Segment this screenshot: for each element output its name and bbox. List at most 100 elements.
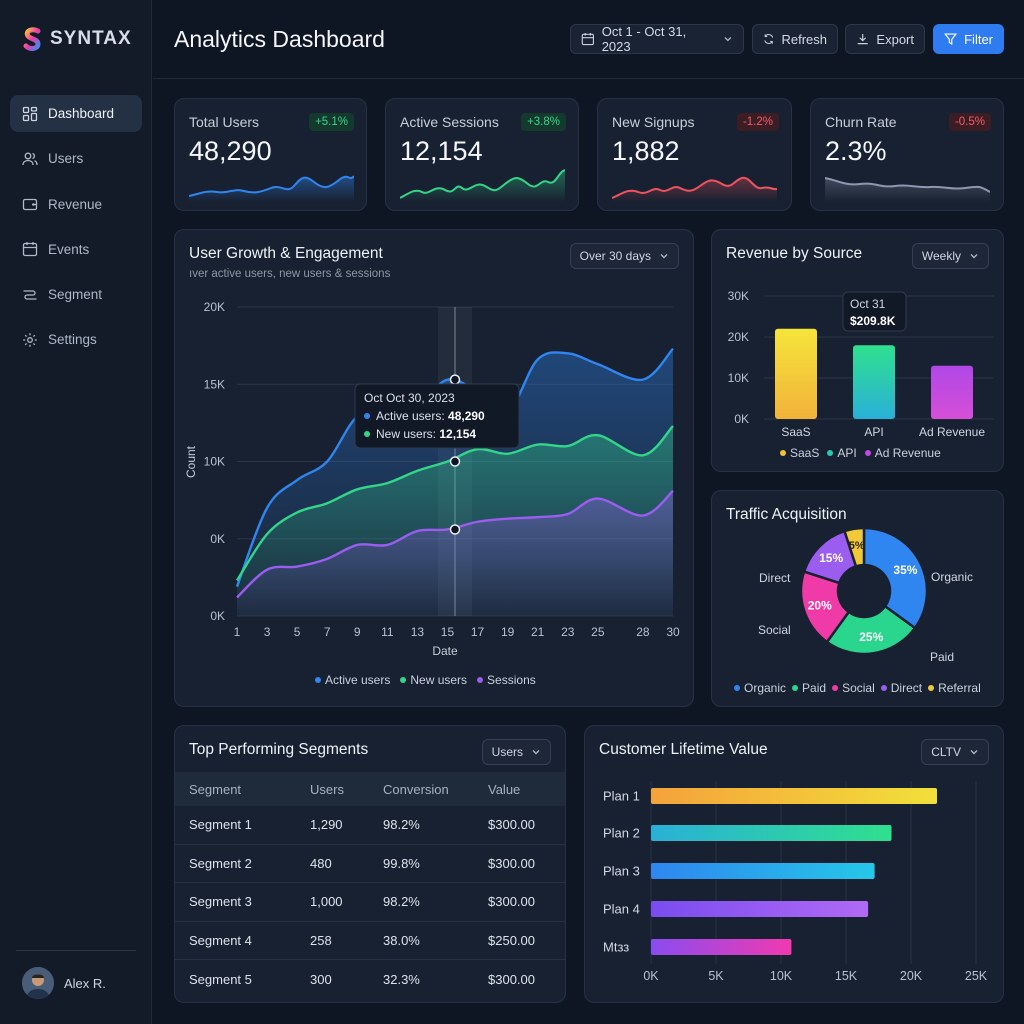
x-tick-label: 13 [411, 625, 425, 639]
export-button[interactable]: Export [845, 24, 925, 54]
revenue-period-dropdown[interactable]: Weekly [911, 243, 989, 269]
donut-label-paid: Paid [930, 650, 955, 664]
chevron-down-icon [532, 750, 540, 755]
user-growth-card: User Growth & Engagement ıver active use… [174, 229, 694, 707]
column-header[interactable]: Users [310, 781, 344, 797]
kpi-value: 1,882 [612, 136, 680, 166]
table-cell: 1,290 [310, 817, 343, 833]
sidebar-item-revenue[interactable]: Revenue [10, 186, 142, 223]
tooltip-value: $209.8K [850, 314, 896, 328]
x-tick-label: 0K [643, 969, 659, 983]
table-row[interactable]: Segment 2 480 99.8% $300.00 [175, 845, 565, 883]
x-tick-label: 10K [770, 969, 793, 983]
legend-label: Ad Revenue [874, 446, 941, 460]
table-row[interactable]: Segment 1 1,290 98.2% $300.00 [175, 806, 565, 845]
kpi-card-active-sessions[interactable]: Active Sessions +3.8% 12,154 [385, 98, 579, 211]
tooltip-dot [364, 413, 370, 419]
kpi-card-total-users[interactable]: Total Users +5.1% 48,290 [174, 98, 367, 211]
period-dropdown-value: Over 30 days [579, 249, 651, 263]
user-profile[interactable]: Alex R. [22, 967, 106, 999]
tooltip-line: New users: 12,154 [376, 427, 476, 441]
table-cell: Segment 4 [189, 932, 252, 948]
cltv-bar-chart[interactable]: 0K 5K 10K 15K 20K 25K Plan 1 Plan 2 Plan 3 Plan 4… [585, 726, 1004, 1003]
x-tick-label: SaaS [781, 425, 810, 439]
legend-item-new-users[interactable]: New users [400, 673, 467, 687]
chevron-down-icon [970, 750, 978, 755]
table-cell: 1,000 [310, 894, 343, 910]
table-cell: $300.00 [488, 894, 535, 910]
table-cell: 480 [310, 855, 332, 871]
date-range-picker[interactable]: Oct 1 - Oct 31, 2023 [570, 24, 744, 54]
kpi-delta-badge: -1.2% [736, 113, 779, 131]
legend-item-ad-revenue[interactable]: Ad Revenue [864, 446, 941, 460]
table-cell: 98.2% [383, 894, 420, 910]
kpi-sparkline [400, 169, 565, 202]
legend-item-active-users[interactable]: Active users [315, 673, 390, 687]
hover-marker [449, 456, 461, 467]
legend-label: Organic [744, 681, 787, 695]
legend-item-referral[interactable]: Referral [928, 681, 981, 695]
y-tick-label: 20K [728, 330, 749, 344]
kpi-card-new-signups[interactable]: New Signups -1.2% 1,882 [597, 98, 792, 211]
kpi-label: New Signups [612, 114, 695, 130]
legend-label: Active users [325, 673, 391, 687]
x-tick-label: 23 [561, 625, 575, 639]
x-tick-label: 11 [381, 625, 394, 639]
segments-metric-dropdown[interactable]: Users [481, 739, 551, 765]
table-cell: 258 [310, 932, 332, 948]
table-row[interactable]: Segment 4 258 38.0% $250.00 [175, 922, 565, 960]
chevron-down-icon [970, 254, 978, 259]
sidebar-item-segment[interactable]: Segment [10, 276, 142, 313]
series-line-new-users [235, 425, 674, 582]
bar-ad-revenue [931, 365, 973, 419]
sidebar-item-settings[interactable]: Settings [10, 321, 142, 358]
table-cell: $300.00 [488, 971, 535, 987]
legend-item-direct[interactable]: Direct [880, 681, 922, 695]
traffic-donut-chart[interactable]: 35% 25% 20% 15% 5% [712, 491, 1004, 707]
sidebar-item-label: Events [48, 241, 90, 257]
legend-item-paid[interactable]: Paid [792, 681, 826, 695]
period-dropdown[interactable]: Over 30 days [569, 243, 679, 269]
kpi-delta-badge: -0.5% [948, 113, 991, 131]
table-cell: 38.0% [383, 932, 420, 948]
revenue-tooltip: Oct 31 $209.8K [842, 291, 907, 332]
table-cell: $300.00 [488, 855, 535, 871]
legend-item-organic[interactable]: Organic [734, 681, 786, 695]
sidebar-item-users[interactable]: Users [10, 140, 142, 177]
legend-item-social[interactable]: Social [832, 681, 875, 695]
table-cell: Segment 2 [189, 855, 252, 871]
kpi-delta-badge: +3.8% [521, 113, 566, 131]
kpi-card-churn-rate[interactable]: Churn Rate -0.5% 2.3% [810, 98, 1004, 211]
legend-label: Paid [802, 681, 827, 695]
refresh-button[interactable]: Refresh [752, 24, 838, 54]
column-header[interactable]: Conversion [383, 781, 449, 797]
revenue-chart[interactable]: 0K 10K 20K 30K SaaS API Ad Revenue Oct 31 $209.8… [712, 230, 1004, 472]
bar-saas [775, 328, 817, 419]
legend-item-saas[interactable]: SaaS [780, 446, 819, 460]
legend-item-sessions[interactable]: Sessions [477, 673, 536, 687]
y-tick-label: 20K [204, 300, 225, 314]
brand-name: SYNTAX [50, 28, 132, 49]
brand-logo[interactable]: SYNTAX [22, 27, 132, 51]
table-row[interactable]: Segment 5 300 32.3% $300.00 [175, 960, 565, 999]
calendar-icon [22, 242, 38, 257]
avatar-person-icon [22, 967, 54, 999]
cltv-metric-dropdown[interactable]: CLTV [921, 739, 989, 765]
column-header[interactable]: Segment [189, 781, 242, 797]
y-tick-label: 0K [210, 609, 225, 623]
traffic-card: Traffic Acquisition 35% 25% 20% 15% 5% Organ… [711, 490, 1004, 707]
table-row[interactable]: Segment 3 1,000 98.2% $300.00 [175, 883, 565, 922]
table-cell: $250.00 [488, 932, 535, 948]
column-header[interactable]: Value [488, 781, 521, 797]
tooltip-dot [364, 431, 370, 437]
legend-item-api[interactable]: API [827, 446, 857, 460]
sidebar-item-events[interactable]: Events [10, 231, 142, 268]
export-label: Export [876, 31, 914, 47]
filter-button[interactable]: Filter [933, 24, 1004, 54]
kpi-sparkline [825, 177, 990, 202]
sidebar-item-dashboard[interactable]: Dashboard [10, 95, 142, 132]
bar-plan-2 [651, 825, 892, 841]
table-cell: Segment 3 [189, 894, 252, 910]
cltv-dropdown-value: CLTV [931, 745, 961, 759]
